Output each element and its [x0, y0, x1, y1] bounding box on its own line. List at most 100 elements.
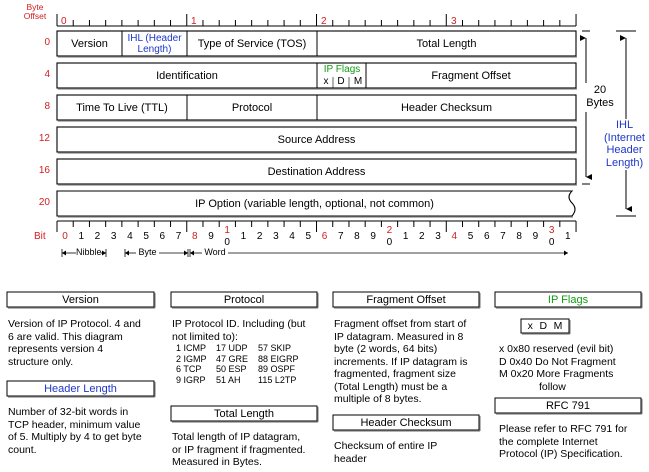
bit-digit: 6	[483, 231, 490, 242]
size-20-number: 20	[593, 84, 607, 96]
flag-x: x	[323, 76, 329, 87]
flag-d: D	[337, 76, 345, 87]
fragment-offset-line-3: byte (2 words, 64 bits)	[334, 343, 438, 355]
bit-digit: 1	[565, 231, 571, 242]
ip-flags-line-3: M 0x20 More Fragments	[499, 368, 614, 380]
bit-digit: 1	[402, 231, 409, 242]
card-fragment-offset-title: Fragment Offset	[366, 293, 446, 306]
row-20-border	[56, 190, 576, 217]
field-fragment-offset: Fragment Offset	[431, 69, 511, 82]
card-total-length-title: Total Length	[214, 407, 274, 420]
offset-4: 4	[44, 69, 50, 80]
card-header-length-body: Number of 32-bit words in TCP header, mi…	[8, 406, 166, 456]
protocol-id-cell: 115 L2TP	[258, 374, 297, 385]
field-protocol: Protocol	[231, 101, 273, 114]
protocol-id-cell: 1 ICMP	[176, 343, 207, 353]
protocol-id-cell: 17 UDP	[216, 343, 248, 353]
bit-digit: 2	[419, 231, 425, 242]
card-header-length-title: Header Length	[44, 382, 117, 395]
protocol-id-cell: 6 TCP	[176, 364, 202, 374]
bit-digit: 4	[289, 231, 295, 242]
row-borders	[56, 30, 577, 217]
ihl-side-line3: Header	[606, 144, 643, 156]
top-tick-ruler	[56, 14, 577, 27]
offset-20: 20	[38, 197, 50, 208]
bit-digit: 7	[500, 231, 506, 242]
ip-flags-box-m: M	[553, 320, 563, 332]
fragment-offset-line-7: multiple of 8 bytes.	[334, 393, 422, 405]
header-length-line-4: count.	[8, 443, 37, 456]
bit-digit: 4	[451, 231, 458, 242]
bit-digit: 0	[386, 237, 393, 248]
protocol-id-cell: 89 OSPF	[258, 364, 296, 374]
byte-label: Byte	[26, 2, 44, 12]
bit-digit: 0	[62, 231, 68, 242]
bit-digit: 1	[78, 231, 84, 242]
bit-digit: 8	[191, 231, 198, 242]
field-separators	[121, 31, 367, 120]
card-ip-flags-body: x 0x80 reserved (evil bit) D 0x40 Do Not…	[499, 343, 645, 393]
fragment-offset-line-2: IP datagram. Measured in 8	[334, 330, 464, 343]
bit-digit: 9	[208, 231, 214, 242]
field-destination-address: Destination Address	[267, 165, 366, 178]
byte-mark-1: 1	[191, 16, 197, 27]
protocol-id-cell: 50 ESP	[216, 364, 247, 374]
version-line-2: 6 are valid. This diagram	[8, 330, 123, 343]
row-16-border	[56, 158, 577, 185]
rfc791-line-3: Protocol (IP) Specification.	[499, 448, 623, 460]
bit-digit: 5	[305, 231, 312, 242]
nibble-label: Nibble	[76, 247, 102, 257]
bit-digit: 6	[321, 231, 328, 242]
ihl-side-label: IHL (Internet Header Length)	[600, 119, 649, 169]
flag-m: M	[353, 76, 363, 87]
ip-flags-line-2: D 0x40 Do Not Fragment	[499, 355, 616, 368]
protocol-id-cell: 9 IGRP	[176, 374, 206, 385]
bit-digit: 9	[370, 231, 376, 242]
ihl-side-line1: IHL	[615, 119, 634, 131]
offset-8: 8	[44, 101, 50, 112]
header-length-line-1: Number of 32-bit words in	[8, 406, 129, 418]
row-12-border	[56, 126, 577, 153]
card-protocol-body: IP Protocol ID. Including (but not limit…	[172, 318, 322, 343]
protocol-id-cell: 2 IGMP	[176, 353, 207, 364]
size-20-label: 20 Bytes	[586, 84, 614, 110]
bit-tens-digit: 3	[548, 225, 555, 236]
ihl-side-line4: Length)	[605, 156, 644, 169]
header-checksum-line-1: Checksum of entire IP	[334, 440, 438, 452]
version-line-3: represents version 4	[8, 343, 104, 355]
row-shadows	[58, 56, 577, 218]
bit-digit: 4	[127, 231, 133, 242]
protocol-id-cell: 51 AH	[216, 374, 241, 385]
byte-mark-3: 3	[451, 16, 457, 27]
protocol-id-cell: 88 EIGRP	[258, 353, 299, 364]
bit-tens-digit: 1	[224, 225, 230, 236]
version-line-1: Version of IP Protocol. 4 and	[8, 318, 141, 330]
rfc791-line-1: Please refer to RFC 791 for	[499, 423, 628, 435]
card-ip-flags-title: IP Flags	[547, 293, 589, 306]
size-arrows	[580, 30, 636, 217]
byte-mark-2: 2	[321, 16, 327, 27]
bit-digit: 7	[175, 231, 182, 242]
card-header-checksum-body: Checksum of entire IP header	[334, 440, 484, 465]
offset-0: 0	[44, 37, 50, 48]
ihl-side-line2: (Internet	[604, 131, 645, 144]
bit-tens-digit: 2	[386, 225, 393, 236]
field-header-checksum: Header Checksum	[400, 101, 493, 114]
version-line-4: structure only.	[8, 355, 74, 368]
card-header-checksum-title: Header Checksum	[360, 416, 452, 429]
offset-16: 16	[38, 165, 50, 176]
bit-digit: 5	[143, 231, 149, 242]
fragment-offset-line-5: fragmented, fragment size	[334, 368, 456, 380]
bit-digit: 6	[159, 231, 166, 242]
bit-digit: 3	[435, 231, 441, 242]
card-protocol-title: Protocol	[223, 293, 265, 306]
ip-flags-box-d: D	[539, 320, 548, 332]
protocol-id-cell: 47 GRE	[216, 353, 249, 364]
field-ip-option: IP Option (variable length, optional, no…	[195, 197, 434, 210]
bit-digit: 2	[94, 231, 101, 242]
ip-flags-line-4: follow	[539, 380, 566, 393]
offset-label: Offset	[23, 11, 47, 21]
field-version: Version	[71, 37, 108, 50]
protocol-line-2: not limited to):	[172, 330, 238, 343]
ip-flags-line-1: x 0x80 reserved (evil bit)	[499, 343, 614, 355]
